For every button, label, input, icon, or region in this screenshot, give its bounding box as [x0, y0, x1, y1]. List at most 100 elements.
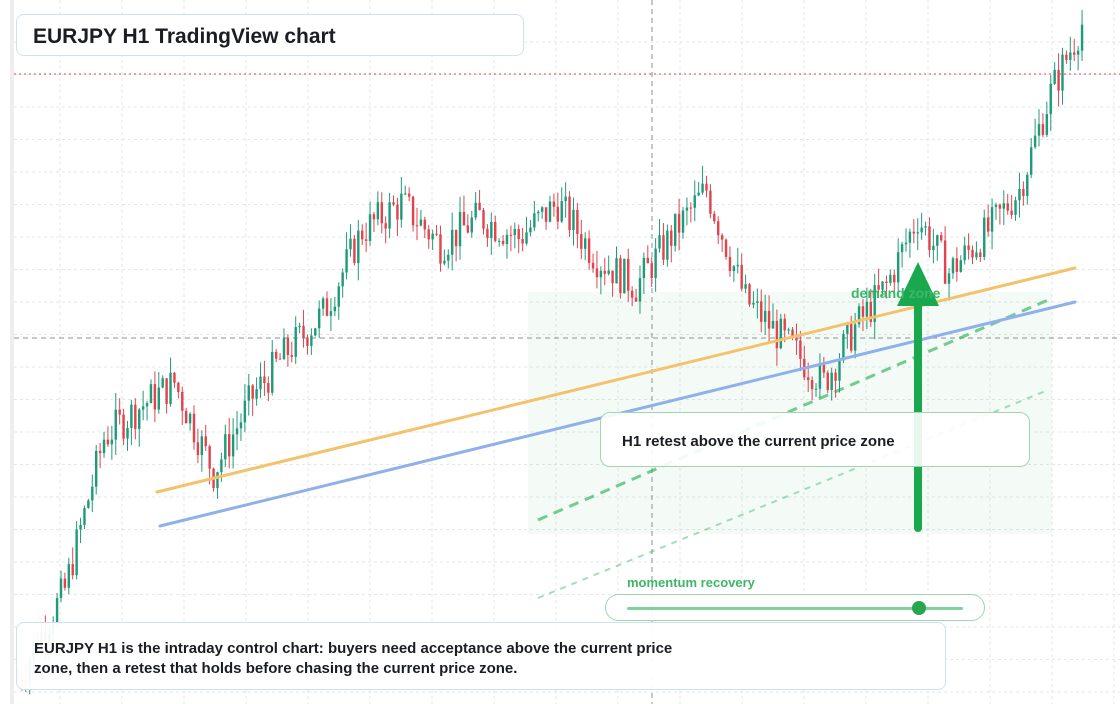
- candle-body: [580, 234, 583, 249]
- candle: [94, 445, 98, 495]
- candle: [224, 424, 227, 467]
- candle: [368, 201, 372, 246]
- candle-body: [290, 355, 294, 357]
- candle-body: [908, 231, 912, 243]
- candle: [748, 283, 751, 307]
- candle-body: [623, 258, 626, 294]
- candle: [486, 224, 489, 247]
- candle-body: [388, 202, 391, 229]
- candle: [529, 219, 532, 237]
- candle: [537, 209, 540, 222]
- candle-body: [462, 212, 466, 226]
- candle: [540, 206, 544, 219]
- candle: [243, 384, 247, 433]
- candle-body: [975, 252, 978, 258]
- candle-body: [67, 564, 71, 588]
- candle-body: [302, 325, 305, 338]
- candle-body: [161, 378, 164, 388]
- candle-body: [795, 338, 798, 341]
- candle-body: [1002, 203, 1006, 209]
- demand-zone-label: demand zone: [851, 285, 941, 301]
- candle: [388, 192, 391, 238]
- momentum-slider-knob[interactable]: [912, 601, 927, 615]
- candle-body: [321, 298, 325, 309]
- candle-body: [603, 270, 606, 274]
- candle-body: [255, 389, 258, 399]
- candle: [306, 334, 309, 355]
- candle: [102, 431, 106, 458]
- candle-body: [423, 219, 427, 230]
- candle-body: [102, 439, 106, 454]
- candle-body: [983, 217, 986, 258]
- candle: [161, 375, 164, 389]
- candle: [114, 393, 117, 456]
- candle: [1018, 172, 1021, 218]
- candle: [470, 210, 473, 238]
- candle: [282, 328, 286, 360]
- candle: [587, 230, 591, 270]
- candle-body: [392, 202, 395, 205]
- candle: [896, 238, 900, 296]
- candle-body: [71, 564, 74, 576]
- candle: [251, 384, 254, 417]
- candle-body: [540, 207, 544, 212]
- candle-body: [552, 201, 556, 207]
- candle: [149, 379, 153, 404]
- candle: [1061, 47, 1064, 105]
- candle: [564, 182, 567, 218]
- candle-body: [560, 201, 563, 222]
- candle: [79, 517, 82, 544]
- candle-body: [435, 233, 438, 235]
- candle-body: [826, 372, 829, 390]
- candle-body: [118, 409, 121, 415]
- candle: [552, 193, 556, 217]
- candle: [775, 309, 779, 366]
- candle-body: [947, 273, 951, 284]
- candle-body: [177, 382, 180, 392]
- candle-body: [153, 384, 157, 410]
- candle: [638, 265, 642, 314]
- candle-body: [740, 264, 743, 289]
- candle-body: [122, 414, 125, 439]
- candle: [423, 216, 427, 239]
- candle: [98, 443, 102, 469]
- candle-body: [591, 262, 595, 269]
- candle-body: [490, 221, 493, 238]
- candle-body: [141, 406, 145, 410]
- candle-body: [267, 383, 270, 393]
- candle: [126, 420, 129, 451]
- candle: [188, 412, 192, 431]
- momentum-label: momentum recovery: [627, 575, 755, 590]
- candle-body: [654, 248, 657, 278]
- candle: [474, 192, 477, 221]
- candle-body: [693, 195, 696, 208]
- candle-body: [1049, 83, 1052, 115]
- candle: [646, 245, 650, 264]
- candle-body: [939, 235, 943, 241]
- candle-body: [564, 196, 567, 202]
- candle: [278, 352, 282, 360]
- candle-body: [415, 225, 419, 227]
- candle-body: [576, 209, 579, 235]
- candle-body: [994, 204, 998, 208]
- candle-body: [607, 270, 610, 274]
- candle: [138, 408, 141, 447]
- candle-body: [611, 270, 614, 284]
- momentum-slider[interactable]: [605, 594, 985, 621]
- candle-body: [59, 578, 63, 599]
- candle-body: [138, 409, 141, 429]
- candle: [157, 371, 161, 414]
- candle: [75, 521, 78, 580]
- candle: [141, 390, 145, 421]
- candle: [130, 399, 133, 446]
- candle-body: [677, 213, 681, 233]
- candle: [259, 362, 262, 399]
- candle: [846, 321, 849, 349]
- candle-body: [345, 249, 348, 273]
- candle-body: [63, 578, 67, 588]
- candle-body: [630, 290, 634, 298]
- candle-body: [857, 306, 861, 325]
- candle-body: [662, 235, 665, 260]
- candle: [372, 211, 376, 232]
- candle: [310, 328, 313, 356]
